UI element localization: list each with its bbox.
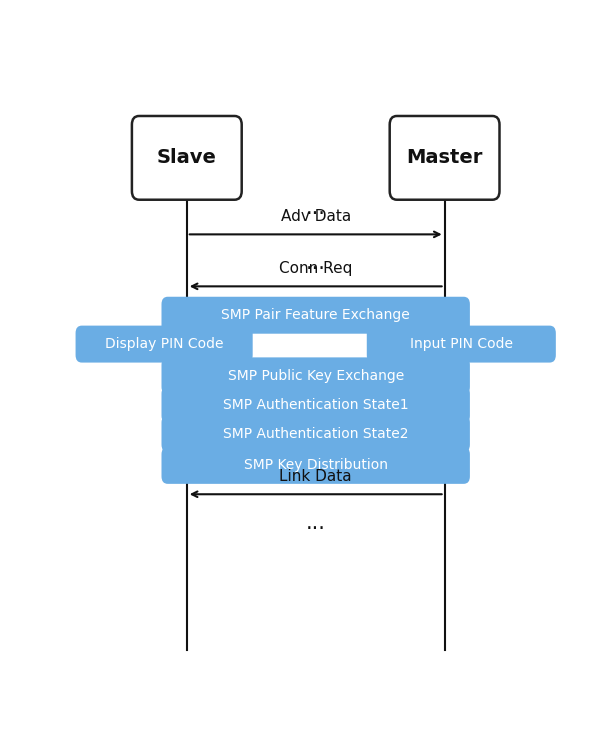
Text: SMP Authentication State1: SMP Authentication State1	[223, 398, 408, 412]
FancyBboxPatch shape	[161, 358, 470, 395]
FancyBboxPatch shape	[161, 297, 470, 334]
Text: ...: ...	[306, 513, 326, 533]
Text: Display PIN Code: Display PIN Code	[105, 337, 224, 351]
Text: ...: ...	[306, 254, 326, 273]
Text: Slave: Slave	[157, 148, 217, 167]
FancyBboxPatch shape	[390, 116, 500, 200]
FancyBboxPatch shape	[76, 326, 253, 362]
Text: Link Data: Link Data	[280, 469, 352, 484]
FancyBboxPatch shape	[132, 116, 241, 200]
Text: Master: Master	[407, 148, 483, 167]
FancyBboxPatch shape	[161, 386, 470, 423]
Text: Adv Data: Adv Data	[280, 209, 351, 224]
FancyBboxPatch shape	[161, 416, 470, 452]
FancyBboxPatch shape	[367, 326, 556, 362]
Text: Conn Req: Conn Req	[279, 261, 352, 276]
Text: SMP Public Key Exchange: SMP Public Key Exchange	[227, 369, 404, 382]
Text: SMP Authentication State2: SMP Authentication State2	[223, 427, 408, 440]
FancyBboxPatch shape	[161, 447, 470, 484]
Text: Input PIN Code: Input PIN Code	[410, 337, 513, 351]
Text: ...: ...	[306, 199, 326, 218]
Text: SMP Key Distribution: SMP Key Distribution	[244, 458, 387, 472]
Text: SMP Pair Feature Exchange: SMP Pair Feature Exchange	[221, 308, 410, 322]
